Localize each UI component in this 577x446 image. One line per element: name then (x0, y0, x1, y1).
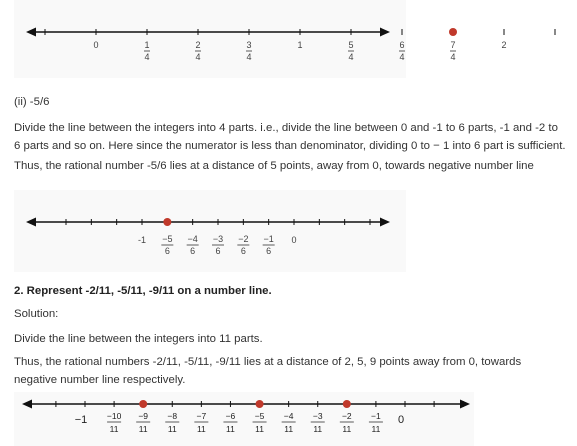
nl1-fraction-denominator: 4 (348, 52, 353, 62)
nl3-fraction-denominator: 11 (197, 424, 206, 434)
nl2-fraction-numerator: −3 (213, 234, 223, 244)
nl3-fraction-denominator: 11 (371, 424, 380, 434)
nl1-integer-label: 2 (501, 40, 506, 50)
nl3-fraction-numerator: −8 (167, 411, 177, 421)
nl2-integer-label: -1 (138, 235, 146, 245)
nl1-fraction-denominator: 4 (246, 52, 251, 62)
nl3-fraction-denominator: 11 (284, 424, 293, 434)
nl1-fraction-numerator: 5 (348, 40, 353, 50)
nl2-arrow-right-icon (380, 217, 390, 227)
nl2-fraction-numerator: −2 (238, 234, 248, 244)
nl2-fraction-denominator: 6 (266, 246, 271, 256)
nl3-fraction-numerator: −4 (284, 411, 294, 421)
number-line-1-panel (14, 0, 406, 78)
nl2-fraction-numerator: −1 (264, 234, 274, 244)
nl3-arrow-right-icon (460, 399, 470, 409)
nl3-fraction-denominator: 11 (255, 424, 264, 434)
nl1-marked-point (449, 28, 457, 36)
number-line-3-panel (14, 392, 474, 446)
nl3-fraction-numerator: −10 (107, 411, 122, 421)
nl3-marked-point (139, 400, 148, 408)
nl1-fraction-numerator: 6 (399, 40, 404, 50)
nl2-fraction-denominator: 6 (215, 246, 220, 256)
nl1-fraction-numerator: 7 (450, 40, 455, 50)
section-ii-paragraph-2: Thus, the rational number -5/6 lies at a… (14, 160, 534, 172)
nl3-fraction-denominator: 11 (110, 424, 119, 434)
nl2-marked-point (163, 218, 172, 226)
question-2-heading: 2. Represent -2/11, -5/11, -9/11 on a nu… (14, 285, 272, 297)
question-2-paragraph-2: Thus, the rational numbers -2/11, -5/11,… (14, 356, 522, 386)
nl3-fraction-numerator: −6 (226, 411, 236, 421)
nl3-marked-point (342, 400, 351, 408)
nl1-arrow-right-icon (380, 27, 390, 37)
nl2-fraction-denominator: 6 (165, 246, 170, 256)
nl3-fraction-denominator: 11 (342, 424, 351, 434)
nl2-fraction-denominator: 6 (190, 246, 195, 256)
nl3-integer-label: −1 (75, 414, 88, 426)
nl2-arrow-left-icon (26, 217, 36, 227)
nl3-fraction-denominator: 11 (313, 424, 322, 434)
nl3-fraction-denominator: 11 (139, 424, 148, 434)
nl2-fraction-denominator: 6 (241, 246, 246, 256)
nl1-fraction-denominator: 4 (399, 52, 404, 62)
nl3-fraction-numerator: −7 (197, 411, 207, 421)
nl1-integer-label: 0 (93, 40, 98, 50)
question-2-paragraph-1: Divide the line between the integers int… (14, 333, 263, 345)
nl3-fraction-denominator: 11 (168, 424, 177, 434)
solution-label: Solution: (14, 308, 59, 320)
nl1-fraction-numerator: 1 (144, 40, 149, 50)
nl1-fraction-denominator: 4 (144, 52, 149, 62)
nl1-arrow-left-icon (26, 27, 36, 37)
section-ii-paragraph-1: Divide the line between the integers int… (14, 122, 566, 152)
nl2-fraction-numerator: −5 (162, 234, 172, 244)
nl3-integer-label: 0 (398, 414, 404, 426)
nl3-fraction-numerator: −3 (313, 411, 323, 421)
nl3-fraction-numerator: −1 (371, 411, 381, 421)
nl3-arrow-left-icon (22, 399, 32, 409)
number-line-3: −1 0−1011−911−811−711−611−511−411−311−211… (22, 399, 470, 434)
nl3-fraction-numerator: −2 (342, 411, 352, 421)
nl3-fraction-numerator: −5 (255, 411, 265, 421)
nl1-fraction-numerator: 3 (246, 40, 251, 50)
nl3-fraction-denominator: 11 (226, 424, 235, 434)
nl1-fraction-numerator: 2 (195, 40, 200, 50)
nl2-fraction-numerator: −4 (188, 234, 198, 244)
number-line-2: -1 0 −5 6 −4 6 −3 6 −2 6 −1 6 (26, 217, 390, 256)
nl3-fraction-numerator: −9 (138, 411, 148, 421)
number-line-2-panel (14, 190, 406, 272)
number-line-1: 0 1 2 1 4 2 4 3 4 5 4 6 4 7 4 (26, 27, 556, 62)
nl3-marked-point (255, 400, 264, 408)
nl1-fraction-denominator: 4 (195, 52, 200, 62)
section-ii-heading: (ii) -5/6 (14, 96, 50, 108)
nl1-fraction-denominator: 4 (450, 52, 455, 62)
nl2-integer-label: 0 (291, 235, 296, 245)
nl1-integer-label: 1 (297, 40, 302, 50)
